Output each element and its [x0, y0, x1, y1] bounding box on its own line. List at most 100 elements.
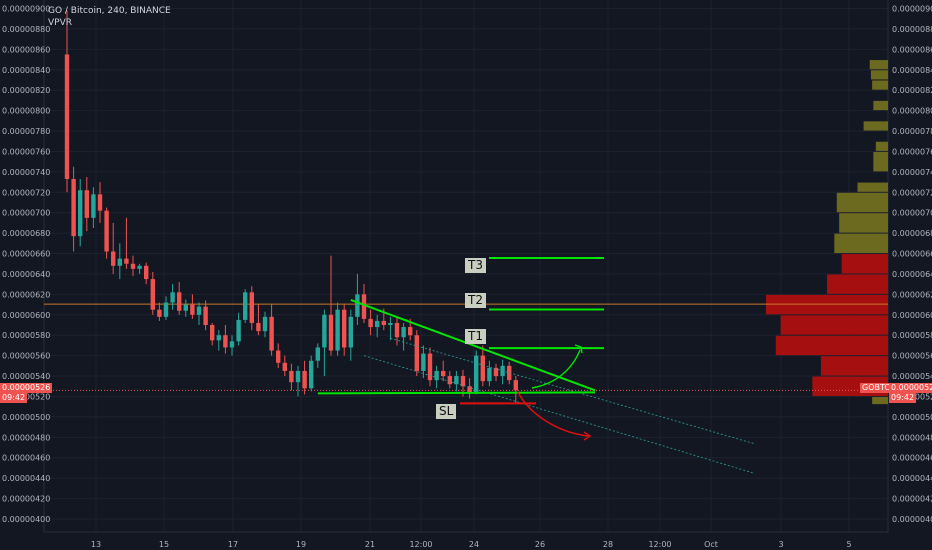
candle-body — [507, 365, 512, 381]
candle-body — [229, 341, 235, 348]
time-tick-label: 28 — [603, 540, 613, 549]
candle-body — [104, 210, 109, 252]
bullish-arrowhead — [574, 344, 583, 354]
candle-body — [210, 325, 215, 341]
volume-profile-bar — [873, 100, 888, 111]
candle-body — [124, 258, 129, 264]
candle-body — [196, 306, 202, 315]
volume-profile — [766, 60, 888, 405]
countdown-tag-left: 09:42 — [0, 393, 28, 403]
volume-profile-bar — [857, 182, 888, 192]
target-label-t1: T1 — [465, 329, 486, 344]
candle-body — [223, 335, 228, 348]
volume-profile-bar — [780, 315, 888, 335]
price-tick-label-left: 0.00000400 — [2, 515, 50, 524]
candle-body — [84, 190, 89, 218]
volume-profile-bar — [870, 70, 888, 80]
candle-body — [190, 304, 195, 315]
candle-body — [414, 335, 419, 371]
price-tick-label-left: 0.00000820 — [2, 86, 50, 95]
candle-body — [243, 292, 248, 320]
channel-lower-line — [363, 355, 754, 474]
candle-body — [269, 316, 274, 351]
candle-body — [381, 320, 386, 326]
volume-profile-bar — [841, 254, 888, 274]
time-tick-label: Oct — [704, 540, 718, 549]
bearish-arrow — [517, 391, 589, 437]
time-tick-label: 15 — [159, 540, 169, 549]
price-tick-label-left: 0.00000680 — [2, 229, 50, 238]
candle-body — [144, 265, 149, 280]
candle-body — [282, 362, 287, 371]
chart-legend: GO / Bitcoin, 240, BINANCE VPVR — [48, 5, 171, 29]
price-tick-label-left: 0.00000600 — [2, 311, 50, 320]
price-tick-label-right: 0.00000580 — [892, 331, 932, 340]
right-price-axis[interactable]: 0.00000900 0.00000880 0.00000860 0.00000840… — [892, 5, 932, 525]
candle-body — [513, 380, 518, 391]
price-tick-label-left: 0.00000900 — [2, 5, 50, 14]
price-tick-label-right: 0.00000680 — [892, 229, 932, 238]
candle-body — [447, 376, 452, 385]
stop-loss-label: SL — [436, 404, 457, 419]
left-price-axis[interactable]: 0.00000900 0.00000880 0.00000860 0.00000840… — [2, 5, 50, 525]
target-label-t3: T3 — [465, 258, 486, 273]
candle-body — [480, 355, 485, 382]
candle-body — [322, 314, 327, 348]
bullish-arrow — [531, 349, 581, 389]
price-tick-label-right: 0.00000660 — [892, 250, 932, 259]
price-tick-label-right: 0.00000800 — [892, 107, 932, 116]
price-tick-label-right: 0.00000740 — [892, 168, 932, 177]
candle-body — [315, 347, 320, 361]
target-label-t2: T2 — [465, 293, 486, 308]
price-tick-label-right: 0.00000500 — [892, 413, 932, 422]
volume-profile-bar — [820, 356, 888, 376]
time-tick-label: 17 — [228, 540, 238, 549]
price-tick-label-right: 0.00000760 — [892, 147, 932, 156]
price-tick-label-right: 0.00000440 — [892, 474, 932, 483]
price-tick-label-right: 0.00000900 — [892, 5, 932, 14]
candle-body — [487, 367, 492, 382]
candle-body — [276, 350, 281, 363]
time-tick-label: 12:00 — [409, 540, 432, 549]
descending-trendline — [350, 299, 596, 392]
price-tick-label-right: 0.00000780 — [892, 127, 932, 136]
symbol-title[interactable]: GO / Bitcoin, 240, BINANCE — [48, 6, 171, 16]
candle-body — [117, 258, 122, 266]
candle-body — [467, 386, 472, 393]
candle-body — [170, 292, 175, 303]
support-line — [317, 391, 596, 395]
time-tick-label: 12:00 — [648, 540, 671, 549]
price-tick-label-left: 0.00000720 — [2, 188, 50, 197]
price-tick-label-left: 0.00000480 — [2, 433, 50, 442]
volume-profile-bar — [834, 233, 888, 254]
candle-body — [460, 376, 466, 387]
price-tick-label-left: 0.00000880 — [2, 25, 50, 34]
volume-profile-bar — [875, 141, 888, 151]
time-tick-label: 5 — [846, 540, 851, 549]
candle-body — [295, 370, 301, 383]
price-tick-label-left: 0.00000620 — [2, 290, 50, 299]
candle-body — [493, 367, 499, 377]
volume-profile-bar — [827, 274, 888, 294]
time-axis[interactable]: 13 15 17 19 21 12:00 24 26 28 12:00 Oct 3 5 — [91, 540, 852, 549]
volume-profile-bar — [836, 192, 888, 213]
price-tick-label-right: 0.00000620 — [892, 290, 932, 299]
price-tick-label-left: 0.00000780 — [2, 127, 50, 136]
price-tick-label-right: 0.00000640 — [892, 270, 932, 279]
price-tick-label-left: 0.00000440 — [2, 474, 50, 483]
price-tick-label-left: 0.00000860 — [2, 45, 50, 54]
indicator-label[interactable]: VPVR — [48, 18, 72, 28]
time-tick-label: 24 — [469, 540, 479, 549]
candle-body — [130, 263, 136, 269]
candle-body — [111, 251, 116, 266]
time-tick-label: 3 — [778, 540, 783, 549]
price-tick-label-left: 0.00000840 — [2, 66, 50, 75]
candle-body — [434, 370, 439, 381]
candle-body — [394, 322, 400, 338]
current-price-tag-left: 0.00000526 — [0, 383, 53, 393]
candle-body — [91, 194, 96, 218]
candle-body — [71, 179, 76, 237]
price-tick-label-right: 0.00000880 — [892, 25, 932, 34]
candle-body — [203, 306, 208, 326]
